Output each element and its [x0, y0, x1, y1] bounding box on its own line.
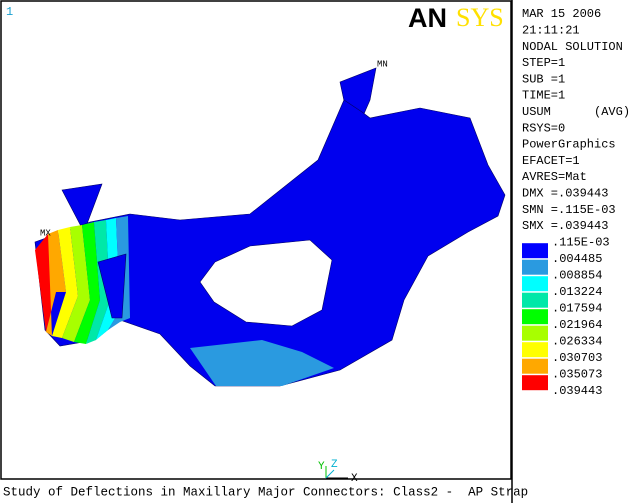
legend-swatch — [522, 342, 548, 357]
info-line: SUB =1 — [522, 72, 565, 86]
logo-sys: SYS — [456, 3, 504, 32]
triad-x: X — [351, 473, 358, 485]
info-line: EFACET=1 — [522, 154, 580, 168]
info-line: TIME=1 — [522, 89, 565, 103]
min-label: MN — [377, 59, 388, 69]
legend-label: .021964 — [552, 318, 602, 332]
info-line: PowerGraphics — [522, 138, 616, 152]
info-line: NODAL SOLUTION — [522, 40, 623, 54]
legend-swatch — [522, 309, 548, 324]
caption: Study of Deflections in Maxillary Major … — [3, 485, 528, 499]
legend-swatch — [522, 243, 548, 258]
max-label: MX — [40, 228, 51, 238]
info-line: SMX =.039443 — [522, 219, 608, 233]
legend-label: .039443 — [552, 384, 602, 398]
legend-swatch — [522, 293, 548, 308]
triad-y: Y — [318, 461, 325, 473]
legend-label: .026334 — [552, 334, 602, 348]
logo-an: AN — [408, 3, 447, 33]
legend-label: .004485 — [552, 252, 602, 266]
info-line: STEP=1 — [522, 56, 565, 70]
info-line: 21:11:21 — [522, 23, 580, 37]
triad-z: Z — [331, 459, 338, 471]
info-line: SMN =.115E-03 — [522, 203, 616, 217]
info-line: AVRES=Mat — [522, 170, 587, 184]
legend-label: .008854 — [552, 268, 602, 282]
legend-label: .013224 — [552, 285, 602, 299]
legend-swatch — [522, 375, 548, 390]
legend-swatch — [522, 260, 548, 275]
info-line: DMX =.039443 — [522, 186, 608, 200]
info-line: RSYS=0 — [522, 121, 565, 135]
info-line: USUM (AVG) — [522, 105, 630, 119]
legend-swatch — [522, 276, 548, 291]
legend-swatch — [522, 359, 548, 374]
window-number: 1 — [6, 5, 13, 19]
legend-label: .030703 — [552, 351, 602, 365]
ansys-screen: 1 AN SYS MX MN Y Z X Study of Deflection… — [0, 0, 641, 503]
legend-label: .035073 — [552, 367, 602, 381]
info-line: MAR 15 2006 — [522, 7, 601, 21]
legend-label: .115E-03 — [552, 235, 610, 249]
legend-label: .017594 — [552, 301, 602, 315]
legend-swatch — [522, 326, 548, 341]
